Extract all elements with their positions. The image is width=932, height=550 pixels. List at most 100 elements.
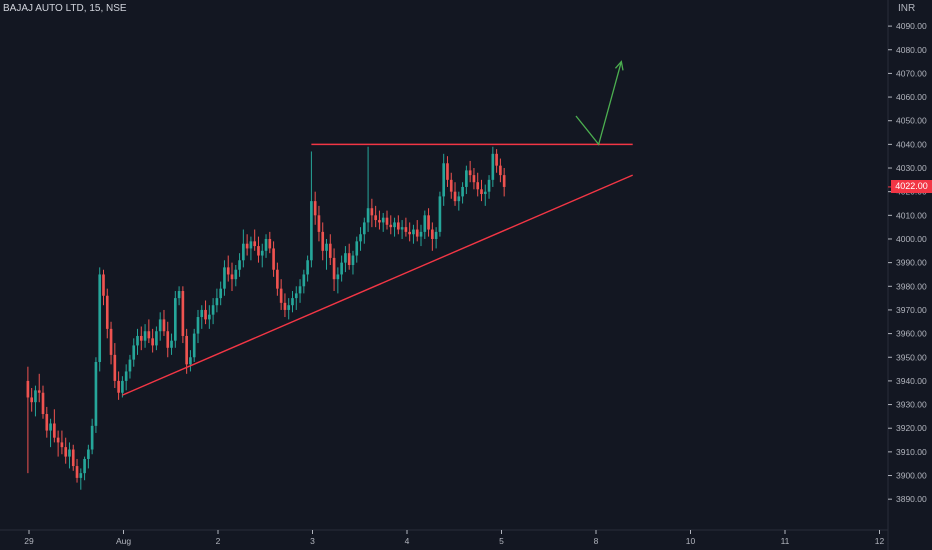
candle (136, 328, 139, 355)
price-tick-label: 4040.00 (896, 139, 927, 149)
candle (155, 326, 158, 351)
candle-body (317, 215, 321, 232)
candle (30, 388, 33, 412)
time-tick-label: 5 (499, 536, 504, 546)
candle-body (381, 217, 385, 223)
candle-body (446, 163, 449, 180)
price-tick-label: 3900.00 (896, 471, 927, 481)
price-axis[interactable]: 3890.00 3900.00 3910.00 3920.00 3930.00 3940.… (887, 0, 927, 550)
candle (143, 324, 147, 348)
candle (502, 168, 506, 197)
candle-body (268, 238, 272, 249)
candle-body (332, 257, 336, 280)
candle-body (480, 189, 483, 195)
price-tick-label: 3970.00 (896, 305, 927, 315)
candle (238, 253, 241, 277)
price-tick-label: 4090.00 (896, 21, 927, 31)
candle-body (393, 222, 396, 228)
candle-body (499, 165, 502, 176)
candle-body (427, 215, 430, 230)
price-tick-label: 3930.00 (896, 400, 927, 410)
candle-body (208, 314, 211, 320)
candle (98, 267, 102, 372)
candle (408, 222, 411, 242)
candle (347, 243, 351, 270)
candle (317, 205, 321, 242)
time-axis[interactable]: 29 Aug 2 3 4 5 8 10 11 12 (0, 529, 888, 546)
candle-body (147, 331, 151, 339)
candle-body (211, 305, 215, 315)
candle-body (476, 182, 480, 190)
price-tick-label: 3980.00 (896, 281, 927, 291)
time-tick-label: 2 (216, 536, 221, 546)
candle-body (226, 267, 230, 275)
candle (310, 151, 313, 268)
candle (124, 364, 128, 391)
candle-body (397, 222, 400, 230)
candle (446, 156, 449, 187)
candle (423, 210, 427, 239)
candle-body (64, 447, 68, 457)
price-tick-label: 4050.00 (896, 116, 927, 126)
candle (181, 286, 185, 344)
candle-body (272, 248, 275, 270)
candle (53, 409, 56, 443)
candle (253, 229, 257, 251)
time-tick-label: 12 (875, 536, 885, 546)
candle (223, 260, 226, 296)
candle-body (215, 298, 219, 306)
candle (381, 212, 385, 232)
candle-body (192, 333, 196, 358)
candle-body (105, 295, 109, 329)
candle (208, 305, 211, 329)
candle-body (113, 354, 117, 381)
candle-body (219, 288, 222, 299)
candle (272, 241, 275, 277)
candle-body (177, 291, 181, 299)
candle (75, 458, 79, 483)
candle-body (404, 227, 408, 232)
time-tick-label: 29 (24, 536, 34, 546)
candle-body (385, 217, 389, 225)
candle (71, 444, 75, 471)
candle (162, 309, 166, 336)
candle (68, 442, 71, 469)
candle (211, 298, 215, 325)
candle-body (502, 175, 506, 187)
candle (400, 220, 404, 239)
candle (366, 146, 370, 232)
candle-body (328, 243, 332, 258)
candle-body (310, 201, 313, 261)
candle (56, 430, 60, 457)
candle (294, 286, 298, 310)
candle (200, 305, 204, 329)
projection-path (575, 61, 622, 146)
candle-body (366, 208, 370, 223)
candle-body (60, 442, 64, 448)
candle-body (253, 241, 257, 247)
candle (249, 236, 253, 261)
candle-body (132, 345, 136, 360)
candle (117, 371, 120, 400)
candle (83, 456, 86, 481)
candle-body (196, 317, 200, 334)
candle-body (359, 234, 362, 242)
candle-body (412, 229, 415, 235)
candle-body (124, 371, 128, 381)
price-tick-label: 4010.00 (896, 210, 927, 220)
candle (139, 326, 143, 351)
candle-body (468, 170, 472, 176)
candle (370, 198, 374, 228)
candle-body (483, 191, 487, 195)
price-tick-label: 4080.00 (896, 45, 927, 55)
candle-body (434, 231, 438, 239)
time-tick-label: 11 (781, 536, 790, 546)
candle-body (287, 305, 291, 310)
candle-body (336, 274, 340, 280)
annotation-layer (122, 60, 633, 396)
price-tick-label: 4000.00 (896, 234, 927, 244)
last-price-label: 4022.00 (891, 180, 932, 193)
candle (260, 243, 264, 268)
candle-body (465, 170, 468, 187)
